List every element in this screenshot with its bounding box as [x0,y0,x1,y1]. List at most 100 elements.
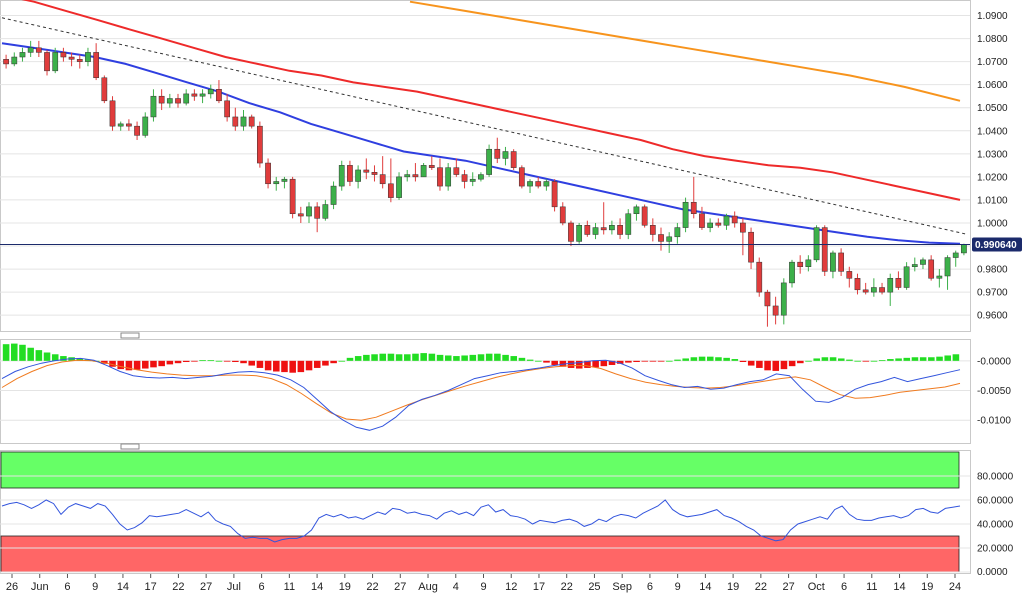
macd-histogram-bar [444,355,452,361]
candle-body [535,181,542,187]
macd-histogram-bar [27,347,34,361]
candle-body [715,222,722,226]
candle-body [363,169,370,173]
candle-body [502,151,509,159]
macd-histogram-bar [420,353,427,361]
candle-body [952,252,959,258]
rsi-axis-labels: 0.0000 20.0000 40.0000 60.0000 80.0000 [977,472,1014,579]
rsi-tick-label: 40.0000 [977,520,1014,531]
date-tick-label: 19 [727,581,739,593]
candle-body [207,89,214,95]
date-tick-label: Oct [808,581,825,593]
candle-body [126,123,132,127]
date-tick-label: 26 [6,581,18,593]
macd-histogram-bar [731,359,739,361]
date-tick-label: 27 [782,581,794,593]
candle-body [289,178,296,215]
candlesticks [3,40,967,327]
rsi-tick-label: 80.0000 [977,472,1014,483]
candle-body [232,116,239,127]
candle-body [649,225,656,235]
candle-body [936,275,943,279]
macd-histogram-bar [313,360,321,368]
macd-tick-label: -0.0050 [977,386,1011,397]
candle-body [518,167,525,187]
price-axis-labels: 0.96000.97000.98000.99001.00001.01001.02… [977,11,1008,322]
macd-histogram-bar [919,357,927,361]
date-tick-label: Sep [612,581,632,593]
candle-body [625,213,632,235]
candle-body [44,52,50,72]
macd-histogram-bar [575,360,583,369]
candle-body [240,116,247,127]
macd-histogram-bar [518,357,526,361]
candle-body [920,259,926,265]
candle-body [682,201,689,228]
candle-body [191,93,198,97]
candle-body [420,165,427,178]
macd-histogram-bar [133,360,141,370]
candle-body [551,181,558,208]
macd-histogram-bar [846,359,853,361]
price-tick-label: 1.0000 [977,218,1008,229]
candle-body [699,213,705,228]
candle-body [437,167,443,187]
candle-body [559,206,566,224]
macd-histogram-bar [428,353,436,361]
macd-histogram-bar [240,360,247,364]
candle-body [690,201,697,215]
candle-body [248,116,255,127]
candle-body [838,252,844,272]
rsi-line [1,499,961,543]
macd-histogram-bar [526,359,534,361]
macd-histogram-bar [584,360,591,368]
candle-body [216,89,222,102]
candle-body [265,162,271,185]
candle-body [224,100,230,118]
macd-histogram-bar [641,360,649,362]
candle-body [731,215,738,224]
macd-histogram-bar [952,354,960,361]
price-tick-label: 0.9600 [977,311,1008,322]
candle-body [854,278,861,291]
macd-histogram-bar [543,360,550,363]
price-panel: 0.96000.97000.98000.99001.00001.01001.02… [0,0,1022,339]
candle-body [666,236,673,242]
candle-body [707,222,713,228]
panel-resize-handle-1[interactable] [120,332,140,339]
date-tick-label: 11 [866,581,877,593]
candle-body [183,93,190,104]
macd-histogram-bar [150,360,157,368]
macd-histogram-bar [2,344,10,361]
date-tick-label: 17 [533,581,545,593]
macd-histogram-bar [723,357,730,361]
date-tick-label: 22 [561,581,573,593]
candle-body [257,125,263,164]
ema-fast-line [1,42,961,245]
macd-histogram-bar [551,360,558,365]
macd-histogram-bar [870,360,878,362]
date-tick-label: 24 [949,581,961,593]
macd-histogram-bar [747,360,755,366]
date-tick-label: 27 [394,581,406,593]
macd-histogram-bar [494,353,501,361]
candle-body [142,116,149,136]
macd-histogram-bar [166,360,174,365]
macd-histogram-bar [764,360,771,371]
price-tick-label: 1.0900 [977,11,1008,22]
candle-body [330,185,337,205]
macd-histogram-bar [829,357,837,361]
macd-histogram-bar [682,358,689,361]
panel-resize-handle-2[interactable] [120,443,140,450]
macd-histogram-bar [387,353,395,361]
candle-body [396,176,402,198]
candle-body [813,227,820,261]
candle-body [772,305,779,316]
candle-body [641,206,648,226]
macd-signal-line [1,359,961,421]
ema-long-line [409,0,961,102]
candle-body [895,278,902,288]
macd-histogram-bar [706,356,714,361]
macd-histogram-bar [305,360,313,371]
macd-histogram-bar [625,360,632,363]
